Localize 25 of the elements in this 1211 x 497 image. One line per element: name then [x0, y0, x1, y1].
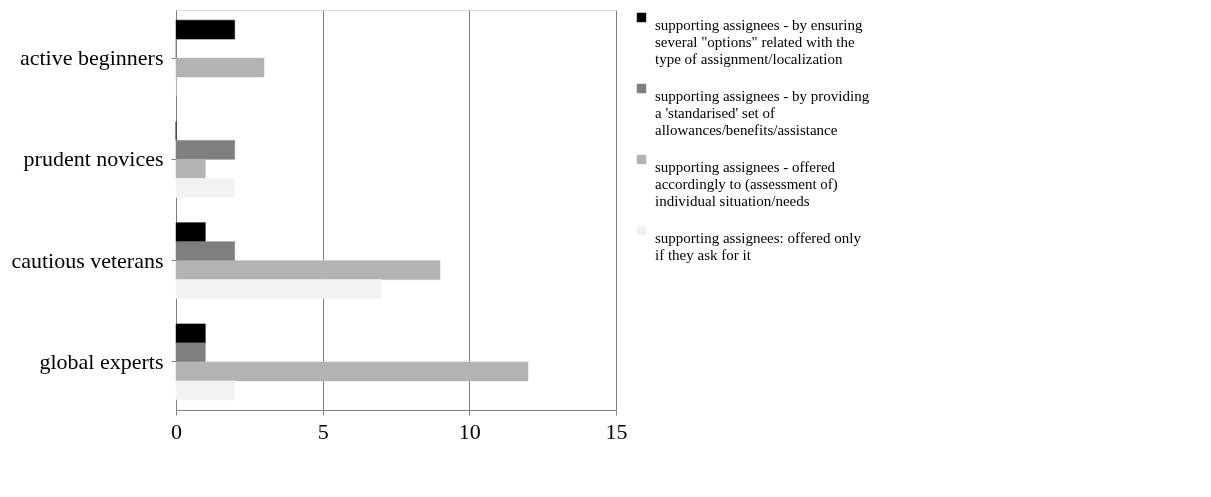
- bar: [175, 222, 206, 242]
- bar: [175, 260, 441, 280]
- y-tick-label: cautious veterans: [11, 247, 164, 273]
- bar: [175, 361, 529, 382]
- bar: [175, 19, 235, 40]
- bar: [175, 279, 382, 299]
- legend-label: supporting assignees - by ensuring several "options" related with the type of assignment/localization: [655, 16, 863, 67]
- legend-label: supporting assignees - offered accordingly to (assessment of) individual situation/needs: [655, 158, 838, 209]
- bar: [175, 380, 235, 401]
- x-tick-label: 0: [171, 418, 182, 444]
- legend-label: supporting assignees: offered only if they ask for it: [655, 229, 862, 263]
- x-tick-label: 5: [317, 418, 329, 444]
- y-tick-label: global experts: [39, 348, 164, 374]
- x-tick-label: 15: [605, 418, 628, 444]
- x-tick-label: 10: [458, 418, 481, 444]
- bar: [175, 178, 235, 198]
- legend-label: supporting assignees - by providing a 'standarised' set of allowances/benefits/assistance: [655, 87, 870, 138]
- bar: [175, 159, 206, 179]
- y-tick-label: prudent novices: [23, 146, 164, 172]
- bar: [175, 57, 265, 78]
- y-tick-label: active beginners: [19, 45, 164, 71]
- bar: [175, 342, 206, 363]
- bar: [175, 140, 235, 160]
- bar: [175, 241, 235, 261]
- bar: [175, 323, 206, 344]
